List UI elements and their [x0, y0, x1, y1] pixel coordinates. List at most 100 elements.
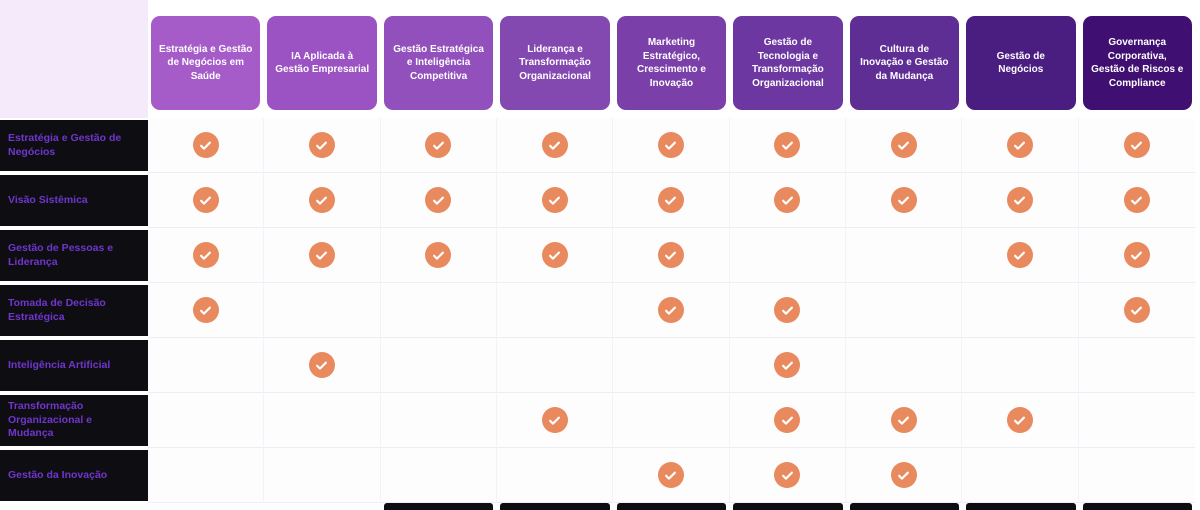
table-cell [497, 283, 614, 338]
table-cell [962, 283, 1079, 338]
column-header-2[interactable]: IA Aplicada à Gestão Empresarial [267, 16, 377, 110]
table-cell [264, 283, 381, 338]
table-cell [1078, 338, 1195, 393]
check-icon [541, 242, 568, 268]
check-icon [774, 132, 801, 158]
column-header-7[interactable]: Cultura de Inovação e Gestão da Mudança [849, 16, 960, 110]
table-cell [962, 173, 1079, 228]
column-header-5[interactable]: Marketing Estratégico, Crescimento e Ino… [616, 16, 727, 110]
column-header-label: Liderança e Transformação Organizacional [519, 43, 591, 82]
column-header-4[interactable]: Liderança e Transformação Organizacional [500, 16, 610, 110]
table-cell [148, 283, 265, 338]
table-cell [264, 118, 381, 173]
check-icon [657, 187, 684, 213]
table-cell [729, 173, 846, 228]
check-icon [308, 132, 335, 158]
table-cell [380, 118, 497, 173]
check-icon [774, 352, 801, 378]
column-header-label: Governança Corporativa, Gestão de Riscos… [1091, 37, 1184, 89]
table-cell [846, 338, 963, 393]
table-cell [148, 393, 265, 448]
column-header-label: Marketing Estratégico, Crescimento e Ino… [637, 37, 706, 89]
table-cell [846, 228, 963, 283]
check-icon [1006, 407, 1033, 433]
check-icon [774, 407, 801, 433]
table-cell [148, 118, 265, 173]
check-icon [308, 352, 335, 378]
check-icon [1123, 242, 1150, 268]
table-cell [497, 118, 614, 173]
check-icon [1006, 187, 1033, 213]
table-cell [729, 448, 846, 503]
check-icon [192, 132, 219, 158]
table-cell [497, 393, 614, 448]
table-cell [613, 173, 730, 228]
bottom-bar [733, 503, 843, 510]
table-cell [497, 173, 614, 228]
check-icon [308, 242, 335, 268]
table-cell [380, 173, 497, 228]
bottom-cutoff-bars [148, 503, 1195, 510]
check-icon [890, 407, 917, 433]
table-cell [1078, 228, 1195, 283]
table-cell [846, 173, 963, 228]
column-headers: Estratégia e Gestão de Negócios em Saúde… [148, 0, 1195, 118]
check-icon [425, 187, 452, 213]
column-header-6[interactable]: Gestão de Tecnologia e Transformação Org… [733, 16, 843, 110]
column-header-3[interactable]: Gestão Estratégica e Inteligência Compet… [383, 16, 494, 110]
table-cell [380, 228, 497, 283]
table-row: Gestão de Pessoas e Liderança [0, 228, 1195, 283]
column-header-8[interactable]: Gestão de Negócios [966, 16, 1076, 110]
check-icon [657, 297, 684, 323]
row-label: Inteligência Artificial [0, 340, 148, 391]
bottom-bar [616, 503, 727, 510]
check-icon [1006, 242, 1033, 268]
bottom-bar-empty [151, 503, 260, 510]
table-row: Tomada de Decisão Estratégica [0, 283, 1195, 338]
table-cell [1078, 283, 1195, 338]
column-header-label: Gestão Estratégica e Inteligência Compet… [393, 43, 484, 82]
column-header-9[interactable]: Governança Corporativa, Gestão de Riscos… [1082, 16, 1192, 110]
table-cell [962, 393, 1079, 448]
table-cell [264, 393, 381, 448]
check-icon [425, 132, 452, 158]
row-label: Gestão da Inovação [0, 450, 148, 501]
table-row: Estratégia e Gestão de Negócios [0, 118, 1195, 173]
table-row: Transformação Organizacional e Mudança [0, 393, 1195, 448]
row-label: Visão Sistêmica [0, 175, 148, 226]
row-label: Transformação Organizacional e Mudança [0, 395, 148, 446]
table-row: Inteligência Artificial [0, 338, 1195, 393]
table-cell [846, 393, 963, 448]
check-icon [890, 187, 917, 213]
table-cell [264, 338, 381, 393]
table-cell [1078, 173, 1195, 228]
table-cell [613, 283, 730, 338]
check-icon [1123, 297, 1150, 323]
column-header-label: IA Aplicada à Gestão Empresarial [275, 50, 370, 76]
check-icon [425, 242, 452, 268]
table-cell [1078, 393, 1195, 448]
bottom-bar [966, 503, 1076, 510]
column-header-1[interactable]: Estratégia e Gestão de Negócios em Saúde [151, 16, 261, 110]
column-header-label: Estratégia e Gestão de Negócios em Saúde [159, 43, 253, 82]
check-icon [192, 187, 219, 213]
table-cell [1078, 448, 1195, 503]
check-icon [541, 187, 568, 213]
table-cell [264, 448, 381, 503]
check-icon [541, 132, 568, 158]
table-cell [380, 338, 497, 393]
check-icon [774, 187, 801, 213]
table-cell [846, 283, 963, 338]
table-cell [613, 393, 730, 448]
table-cell [613, 338, 730, 393]
table-cell [497, 228, 614, 283]
check-icon [890, 462, 917, 488]
column-header-label: Cultura de Inovação e Gestão da Mudança [860, 43, 949, 82]
table-cell [846, 118, 963, 173]
check-icon [1123, 132, 1150, 158]
check-icon [890, 132, 917, 158]
table-cell [148, 448, 265, 503]
table-cell [962, 228, 1079, 283]
table-cell [1078, 118, 1195, 173]
